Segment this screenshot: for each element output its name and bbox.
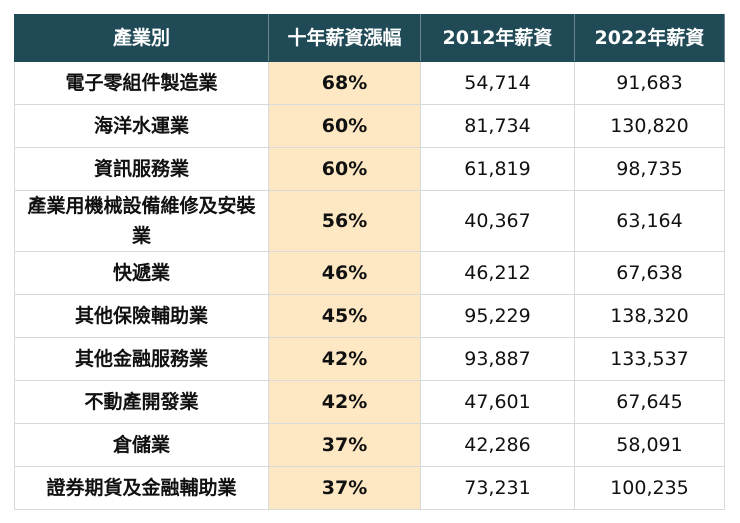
salary-2012: 81,734 bbox=[420, 104, 575, 148]
table-row: 其他金融服務業 42% 93,887 133,537 bbox=[14, 337, 725, 381]
growth-rate: 42% bbox=[268, 337, 421, 381]
growth-rate: 46% bbox=[268, 251, 421, 295]
salary-2022: 100,235 bbox=[574, 466, 725, 510]
header-cell: 2012年薪資 bbox=[420, 14, 575, 62]
salary-2022: 98,735 bbox=[574, 147, 725, 191]
industry-name: 產業用機械設備維修及安裝業 bbox=[14, 190, 269, 252]
salary-2012: 42,286 bbox=[420, 423, 575, 467]
salary-2012: 47,601 bbox=[420, 380, 575, 424]
header-cell: 2022年薪資 bbox=[574, 14, 725, 62]
industry-name: 其他金融服務業 bbox=[14, 337, 269, 381]
table-row: 電子零組件製造業 68% 54,714 91,683 bbox=[14, 61, 725, 105]
salary-2012: 40,367 bbox=[420, 190, 575, 252]
table-row: 產業用機械設備維修及安裝業 56% 40,367 63,164 bbox=[14, 190, 725, 252]
table-row: 資訊服務業 60% 61,819 98,735 bbox=[14, 147, 725, 191]
table-head: 產業別 十年薪資漲幅 2012年薪資 2022年薪資 bbox=[14, 14, 725, 62]
salary-2012: 93,887 bbox=[420, 337, 575, 381]
industry-name: 資訊服務業 bbox=[14, 147, 269, 191]
salary-2022: 130,820 bbox=[574, 104, 725, 148]
header-cell: 十年薪資漲幅 bbox=[268, 14, 421, 62]
industry-name: 倉儲業 bbox=[14, 423, 269, 467]
salary-2022: 67,638 bbox=[574, 251, 725, 295]
salary-2022: 138,320 bbox=[574, 294, 725, 338]
salary-2022: 67,645 bbox=[574, 380, 725, 424]
salary-2012: 54,714 bbox=[420, 61, 575, 105]
industry-name: 其他保險輔助業 bbox=[14, 294, 269, 338]
salary-2012: 61,819 bbox=[420, 147, 575, 191]
growth-rate: 42% bbox=[268, 380, 421, 424]
salary-2012: 73,231 bbox=[420, 466, 575, 510]
growth-rate: 60% bbox=[268, 147, 421, 191]
table-row: 海洋水運業 60% 81,734 130,820 bbox=[14, 104, 725, 148]
growth-rate: 45% bbox=[268, 294, 421, 338]
growth-rate: 37% bbox=[268, 423, 421, 467]
table-row: 倉儲業 37% 42,286 58,091 bbox=[14, 423, 725, 467]
salary-2012: 95,229 bbox=[420, 294, 575, 338]
industry-name: 不動產開發業 bbox=[14, 380, 269, 424]
industry-name: 電子零組件製造業 bbox=[14, 61, 269, 105]
salary-2022: 58,091 bbox=[574, 423, 725, 467]
table-container: 產業別 十年薪資漲幅 2012年薪資 2022年薪資 電子零組件製造業 68% 54,71… bbox=[14, 14, 725, 510]
growth-rate: 56% bbox=[268, 190, 421, 252]
table-row: 其他保險輔助業 45% 95,229 138,320 bbox=[14, 294, 725, 338]
salary-2022: 133,537 bbox=[574, 337, 725, 381]
table-row: 證券期貨及金融輔助業 37% 73,231 100,235 bbox=[14, 466, 725, 510]
industry-name: 快遞業 bbox=[14, 251, 269, 295]
table-row: 快遞業 46% 46,212 67,638 bbox=[14, 251, 725, 295]
industry-name: 海洋水運業 bbox=[14, 104, 269, 148]
table-row: 不動產開發業 42% 47,601 67,645 bbox=[14, 380, 725, 424]
growth-rate: 68% bbox=[268, 61, 421, 105]
table-body: 電子零組件製造業 68% 54,714 91,683 海洋水運業 60% 81,734 130… bbox=[14, 61, 725, 510]
salary-2022: 63,164 bbox=[574, 190, 725, 252]
salary-2012: 46,212 bbox=[420, 251, 575, 295]
salary-table: 產業別 十年薪資漲幅 2012年薪資 2022年薪資 電子零組件製造業 68% 54,71… bbox=[14, 14, 725, 510]
growth-rate: 60% bbox=[268, 104, 421, 148]
header-row: 產業別 十年薪資漲幅 2012年薪資 2022年薪資 bbox=[14, 14, 725, 62]
salary-2022: 91,683 bbox=[574, 61, 725, 105]
industry-name: 證券期貨及金融輔助業 bbox=[14, 466, 269, 510]
header-cell: 產業別 bbox=[14, 14, 269, 62]
growth-rate: 37% bbox=[268, 466, 421, 510]
